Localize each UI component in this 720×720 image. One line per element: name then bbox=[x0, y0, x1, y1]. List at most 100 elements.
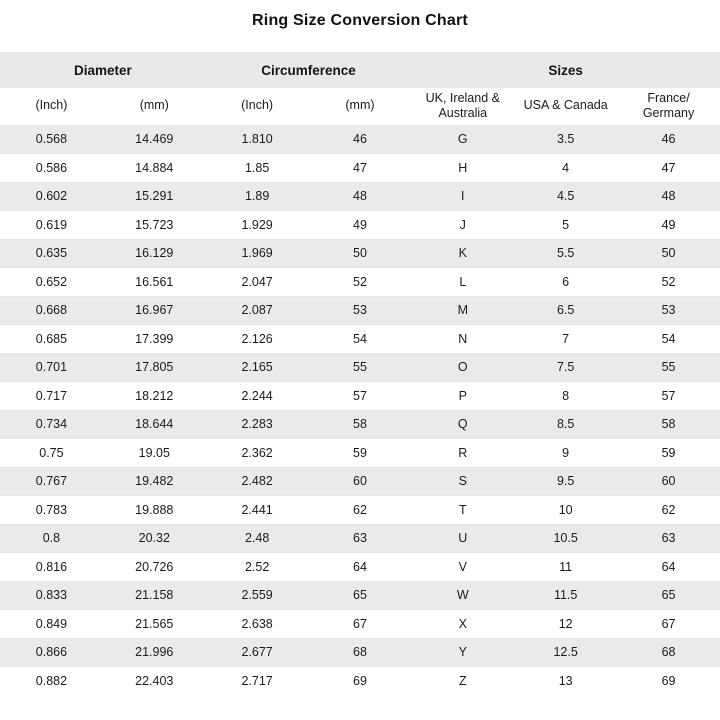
subheader-circumference-inch: (Inch) bbox=[241, 98, 274, 113]
table-row: 0.586 14.884 1.85 47 H 4 47 bbox=[0, 153, 720, 182]
table-cell: 65 bbox=[661, 588, 676, 603]
subheader-row: (Inch) (mm) (Inch) (mm) UK, Ireland & Au… bbox=[0, 88, 720, 125]
table-cell: 9 bbox=[562, 445, 570, 460]
table-cell: 59 bbox=[661, 445, 676, 460]
table-cell: 67 bbox=[353, 616, 367, 631]
subheader-france-germany: France/ Germany bbox=[642, 90, 695, 121]
table-cell: 4 bbox=[562, 160, 570, 175]
table-cell: 59 bbox=[353, 445, 367, 460]
table-cell: 20.32 bbox=[138, 531, 170, 546]
table-cell: X bbox=[458, 616, 467, 631]
table-cell: 65 bbox=[353, 588, 367, 603]
table-cell: 14.469 bbox=[135, 132, 174, 147]
table-cell: 53 bbox=[661, 303, 676, 318]
table-cell: 48 bbox=[661, 189, 676, 204]
table-cell: 0.586 bbox=[35, 160, 68, 175]
table-cell: 50 bbox=[661, 246, 676, 261]
table-row: 0.849 21.565 2.638 67 X 12 67 bbox=[0, 609, 720, 638]
table-cell: 11 bbox=[559, 559, 573, 574]
table-cell: 3.5 bbox=[556, 132, 575, 147]
table-cell: 16.129 bbox=[135, 246, 174, 261]
table-row: 0.75 19.05 2.362 59 R 9 59 bbox=[0, 438, 720, 467]
table-row: 0.866 21.996 2.677 68 Y 12.5 68 bbox=[0, 638, 720, 667]
table-cell: 1.85 bbox=[244, 160, 270, 175]
page-title: Ring Size Conversion Chart bbox=[252, 12, 468, 29]
subheader-uk-ireland-australia-label: UK, Ireland & Australia bbox=[425, 90, 500, 121]
table-cell: 21.996 bbox=[135, 645, 174, 660]
table-cell: N bbox=[458, 331, 468, 346]
table-cell: T bbox=[458, 502, 467, 517]
table-cell: 0.849 bbox=[35, 616, 68, 631]
table-cell: Y bbox=[458, 645, 467, 660]
group-header-diameter: Diameter bbox=[73, 62, 132, 78]
table-cell: 64 bbox=[353, 559, 367, 574]
table-cell: 1.89 bbox=[244, 189, 270, 204]
table-cell: V bbox=[458, 559, 467, 574]
table-cell: 47 bbox=[353, 160, 367, 175]
table-cell: 1.810 bbox=[241, 132, 273, 147]
table-cell: 64 bbox=[661, 559, 676, 574]
table-cell: 2.482 bbox=[241, 474, 273, 489]
table-cell: 8 bbox=[562, 388, 570, 403]
table-cell: 2.48 bbox=[244, 531, 270, 546]
table-cell: 2.52 bbox=[244, 559, 270, 574]
table-row: 0.635 16.129 1.969 50 K 5.5 50 bbox=[0, 239, 720, 268]
table-cell: 2.165 bbox=[241, 360, 273, 375]
table-row: 0.685 17.399 2.126 54 N 7 54 bbox=[0, 324, 720, 353]
table-cell: 15.723 bbox=[135, 217, 174, 232]
table-cell: 50 bbox=[353, 246, 367, 261]
table-cell: 0.668 bbox=[35, 303, 68, 318]
table-cell: 22.403 bbox=[135, 674, 174, 688]
table-row: 0.8 20.32 2.48 63 U 10.5 63 bbox=[0, 524, 720, 553]
table-row: 0.668 16.967 2.087 53 M 6.5 53 bbox=[0, 296, 720, 325]
table-cell: H bbox=[458, 160, 468, 175]
table-cell: 63 bbox=[661, 531, 676, 546]
table-cell: W bbox=[456, 588, 469, 603]
table-row: 0.717 18.212 2.244 57 P 8 57 bbox=[0, 381, 720, 410]
table-cell: 67 bbox=[661, 616, 676, 631]
table-cell: 5.5 bbox=[556, 246, 575, 261]
table-cell: 0.602 bbox=[35, 189, 68, 204]
table-cell: 18.212 bbox=[135, 388, 174, 403]
table-cell: 0.619 bbox=[35, 217, 68, 232]
table-cell: 58 bbox=[353, 417, 367, 432]
table-cell: 21.158 bbox=[135, 588, 174, 603]
table-cell: 2.717 bbox=[241, 674, 273, 688]
table-cell: 9.5 bbox=[556, 474, 575, 489]
table-cell: 52 bbox=[661, 274, 676, 289]
table-cell: 57 bbox=[353, 388, 367, 403]
table-row: 0.734 18.644 2.283 58 Q 8.5 58 bbox=[0, 410, 720, 439]
table-cell: 46 bbox=[661, 132, 676, 147]
table-cell: 18.644 bbox=[135, 417, 174, 432]
table-cell: 16.561 bbox=[135, 274, 174, 289]
table-cell: 2.047 bbox=[241, 274, 273, 289]
table-cell: 62 bbox=[661, 502, 676, 517]
table-cell: 0.866 bbox=[35, 645, 68, 660]
table-cell: 0.833 bbox=[35, 588, 68, 603]
table-row: 0.816 20.726 2.52 64 V 11 64 bbox=[0, 552, 720, 581]
subheader-diameter-mm: (mm) bbox=[139, 98, 169, 113]
table-cell: 12.5 bbox=[553, 645, 578, 660]
table-cell: 8.5 bbox=[556, 417, 575, 432]
table-cell: 7 bbox=[562, 331, 570, 346]
table-cell: 2.677 bbox=[241, 645, 273, 660]
group-header-circumference: Circumference bbox=[261, 62, 356, 78]
table-cell: 0.783 bbox=[35, 502, 68, 517]
table-row: 0.767 19.482 2.482 60 S 9.5 60 bbox=[0, 467, 720, 496]
table-cell: R bbox=[458, 445, 468, 460]
table-body: 0.568 14.469 1.810 46 G 3.5 46 0.586 14.884 1.85 4… bbox=[0, 125, 720, 695]
table-cell: 1.929 bbox=[241, 217, 273, 232]
group-header-sizes: Sizes bbox=[548, 62, 583, 78]
table-cell: 49 bbox=[353, 217, 367, 232]
table-cell: 55 bbox=[661, 360, 676, 375]
subheader-circumference-mm: (mm) bbox=[345, 98, 375, 113]
table-cell: 69 bbox=[353, 674, 367, 688]
subheader-diameter-inch: (Inch) bbox=[35, 98, 68, 113]
table-cell: 0.685 bbox=[35, 331, 68, 346]
table-cell: 48 bbox=[353, 189, 367, 204]
table-row: 0.568 14.469 1.810 46 G 3.5 46 bbox=[0, 125, 720, 154]
table-cell: 60 bbox=[661, 474, 676, 489]
subheader-usa-canada: USA & Canada bbox=[523, 98, 608, 113]
table-cell: 69 bbox=[661, 674, 676, 688]
